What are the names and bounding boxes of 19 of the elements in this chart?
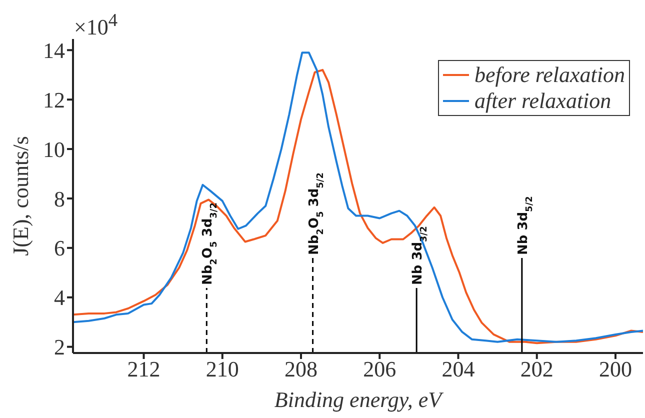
x-tick-label: 212 [127,356,160,382]
y-tick-label: 12 [43,87,65,112]
y-tick-label: 6 [54,236,65,261]
y-tick-label: 8 [54,186,65,212]
annotation: ×10$^{4}$ [74,10,118,40]
y-tick-label: 4 [54,285,65,310]
x-tick-label: 208 [284,356,318,382]
legend-label: before relaxation [474,62,625,88]
y-tick-label: 10 [43,136,65,162]
x-tick-label: 206 [363,356,396,382]
x-tick-label: 210 [206,356,239,382]
y-tick-label: 2 [54,334,65,360]
legend-label: after relaxation [474,88,612,114]
x-tick-label: 202 [520,356,554,382]
x-axis-title: Binding energy, eV [274,387,444,412]
x-tick-label: 204 [442,356,475,382]
x-tick-label: 200 [598,356,632,382]
y-axis-title: J(E), counts/s [8,136,33,256]
y-tick-label: 14 [43,38,65,63]
